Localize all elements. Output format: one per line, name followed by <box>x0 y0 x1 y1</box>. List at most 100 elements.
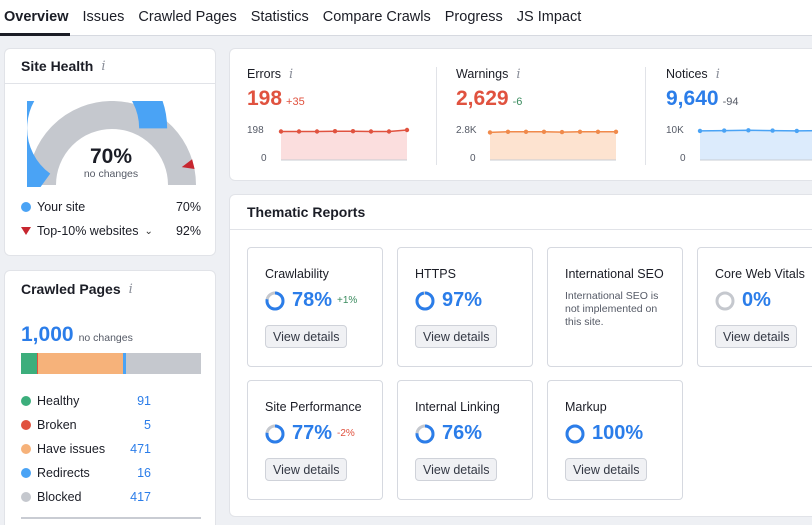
sparkline-line <box>699 129 812 132</box>
thematic-card-title: Site Performance <box>265 400 362 414</box>
site-health-header: Site Health i <box>5 49 215 84</box>
view-details-button[interactable]: View details <box>415 458 498 481</box>
tab-crawled-pages[interactable]: Crawled Pages <box>138 9 237 25</box>
errors-label: Errors i <box>247 67 294 82</box>
thematic-card-title: International SEO <box>565 267 664 281</box>
bar-segment-redirects[interactable] <box>123 353 126 374</box>
notices-metric[interactable]: Notices i 9,640 -94 10K 0 <box>666 49 812 182</box>
errors-value: 198 <box>247 87 283 110</box>
thematic-card-score-row: 97% <box>415 289 482 312</box>
status-dot-icon <box>21 468 31 478</box>
sparkline-area <box>490 131 616 160</box>
thematic-reports-card: Thematic Reports Crawlability 78% +1% View … <box>229 194 812 517</box>
sparkline-point <box>613 129 619 134</box>
site-health-gauge <box>27 101 196 187</box>
thematic-card-score-row: 100% <box>565 422 643 445</box>
crawled-pages-item-label: Healthy <box>37 394 80 408</box>
thematic-reports-title: Thematic Reports <box>247 204 366 220</box>
crawled-pages-item-value[interactable]: 471 <box>130 442 151 456</box>
sparkline-max-label: 10K <box>666 125 684 136</box>
thematic-card-core-web-vitals[interactable]: Core Web Vitals 0% View details <box>697 247 812 367</box>
bar-segment-have-issues[interactable] <box>38 353 124 374</box>
crawled-pages-change: no changes <box>78 332 133 344</box>
score-ring-icon <box>565 424 585 443</box>
divider <box>436 67 437 165</box>
warnings-info-icon[interactable]: i <box>516 67 521 82</box>
crawled-pages-item-broken[interactable]: Broken 5 <box>21 413 151 437</box>
view-details-button[interactable]: View details <box>715 325 798 348</box>
crawled-pages-item-have-issues[interactable]: Have issues 471 <box>21 437 151 461</box>
sparkline-min-label: 0 <box>470 153 476 164</box>
notices-delta: -94 <box>722 96 739 108</box>
thematic-card-score-row: 0% <box>715 289 771 312</box>
errors-metric[interactable]: Errors i 198 +35 198 0 <box>247 49 437 182</box>
errors-value-row: 198 +35 <box>247 87 305 111</box>
crawled-pages-item-value[interactable]: 16 <box>137 466 151 480</box>
view-details-button[interactable]: View details <box>415 325 498 348</box>
tab-issues[interactable]: Issues <box>82 9 125 25</box>
crawled-pages-item-value[interactable]: 91 <box>137 394 151 408</box>
crawled-pages-item-healthy[interactable]: Healthy 91 <box>21 389 151 413</box>
thematic-card-score: 0% <box>742 289 771 311</box>
notices-info-icon[interactable]: i <box>715 67 720 82</box>
tab-js-impact[interactable]: JS Impact <box>516 9 582 25</box>
thematic-card-title: Internal Linking <box>415 400 500 414</box>
sparkline-point <box>722 128 727 133</box>
your-site-dot-icon <box>21 202 31 212</box>
your-site-row: Your site 70% <box>21 200 201 214</box>
thematic-card-title: Markup <box>565 400 607 414</box>
sparkline-point <box>487 130 493 135</box>
crawled-pages-item-redirects[interactable]: Redirects 16 <box>21 461 151 485</box>
thematic-card-markup[interactable]: Markup 100% View details <box>547 380 683 500</box>
sparkline-point <box>505 129 511 134</box>
thematic-card-crawlability[interactable]: Crawlability 78% +1% View details <box>247 247 383 367</box>
view-details-button[interactable]: View details <box>265 458 348 481</box>
thematic-card-title: Core Web Vitals <box>715 267 805 281</box>
crawled-pages-item-value[interactable]: 417 <box>130 490 151 504</box>
top10-value: 92% <box>175 224 201 238</box>
crawled-pages-info-icon[interactable]: i <box>128 281 133 297</box>
thematic-card-score: 78% <box>292 289 333 311</box>
thematic-card-site-performance[interactable]: Site Performance 77% -2% View details <box>247 380 383 500</box>
view-details-button[interactable]: View details <box>565 458 648 481</box>
sparkline-point <box>559 129 565 135</box>
chevron-down-icon[interactable]: ⌄ <box>144 225 153 237</box>
thematic-card-score-row: 76% <box>415 422 482 445</box>
view-details-button[interactable]: View details <box>265 325 348 348</box>
thematic-card-note: International SEO is not implemented on … <box>565 290 659 328</box>
thematic-card-internal-linking[interactable]: Internal Linking 76% View details <box>397 380 533 500</box>
thematic-card-international-seo[interactable]: International SEO International SEO is no… <box>547 247 683 367</box>
notices-label: Notices i <box>666 67 720 82</box>
sparkline-point <box>577 129 583 134</box>
score-ring-icon <box>415 424 435 443</box>
bar-segment-blocked[interactable] <box>125 353 201 374</box>
notices-value: 9,640 <box>666 87 719 110</box>
sparkline-point <box>595 129 601 134</box>
crawled-pages-total[interactable]: 1,000 <box>21 323 74 346</box>
thematic-reports-header: Thematic Reports <box>230 195 812 230</box>
thematic-card-https[interactable]: HTTPS 97% View details <box>397 247 533 367</box>
your-site-label: Your site <box>37 200 86 214</box>
warnings-label: Warnings i <box>456 67 521 82</box>
bar-segment-broken[interactable] <box>37 353 39 374</box>
bar-segment-healthy[interactable] <box>21 353 38 374</box>
tab-progress[interactable]: Progress <box>444 9 503 25</box>
crawled-pages-item-blocked[interactable]: Blocked 417 <box>21 485 151 509</box>
thematic-card-score: 100% <box>592 422 644 444</box>
tab-statistics[interactable]: Statistics <box>250 9 309 25</box>
site-health-info-icon[interactable]: i <box>101 58 106 74</box>
tab-overview[interactable]: Overview <box>0 9 76 36</box>
sparkline-point <box>770 128 775 133</box>
tab-compare-crawls[interactable]: Compare Crawls <box>322 9 431 25</box>
thematic-card-score: 77% <box>292 422 333 444</box>
top10-label[interactable]: Top-10% websites <box>37 224 139 238</box>
sparkline-point <box>314 129 320 134</box>
warnings-value-row: 2,629 -6 <box>456 87 522 111</box>
errors-info-icon[interactable]: i <box>289 67 294 82</box>
crawled-pages-card: Crawled Pages i 1,000 no changes Healthy… <box>4 270 216 525</box>
sparkline-point <box>746 128 751 133</box>
warnings-metric[interactable]: Warnings i 2,629 -6 2.8K 0 <box>456 49 646 182</box>
crawled-pages-item-value[interactable]: 5 <box>144 418 151 432</box>
site-health-change: no changes <box>83 168 139 180</box>
crawled-pages-stacked-bar <box>21 353 201 374</box>
